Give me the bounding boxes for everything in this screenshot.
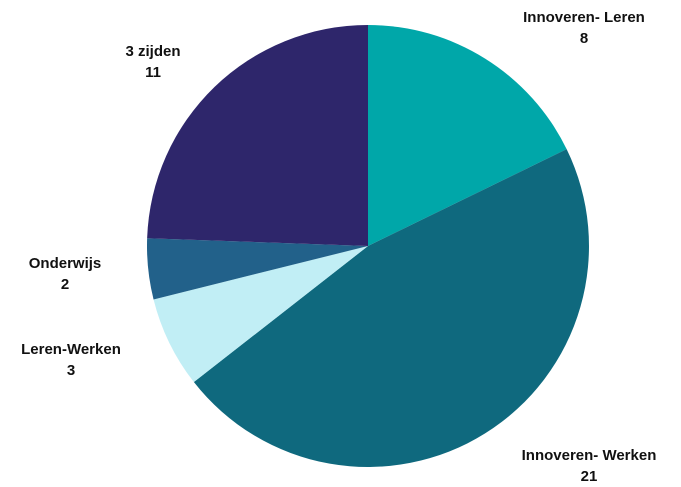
slice-value: 3 [66,362,76,379]
slice-value: 11 [145,64,161,81]
pie-slice-innoveren-leren [368,25,567,246]
pie-slice-leren-werken [153,246,368,383]
slice-label-3-zijden: 3 zijden 11 [98,41,208,83]
slice-value: 2 [60,276,70,293]
pie-slice-3-zijden [147,24,368,247]
slice-name: Leren-Werken [21,341,121,358]
slice-value: 21 [580,468,598,485]
slice-label-innoveren-leren: Innoveren- Leren 8 [498,7,670,49]
slice-name: 3 zijden [125,43,181,60]
slice-value: 8 [579,30,589,47]
slice-name: Innoveren- Leren [523,9,645,26]
slice-name: Innoveren- Werken [521,447,657,464]
slice-name: Onderwijs [28,255,102,272]
slice-label-innoveren-werken: Innoveren- Werken 21 [498,445,680,487]
pie-slice-innoveren-werken [193,149,589,467]
pie-slice-onderwijs [146,238,368,300]
slice-label-leren-werken: Leren-Werken 3 [0,339,142,381]
slice-label-onderwijs: Onderwijs 2 [10,253,120,295]
